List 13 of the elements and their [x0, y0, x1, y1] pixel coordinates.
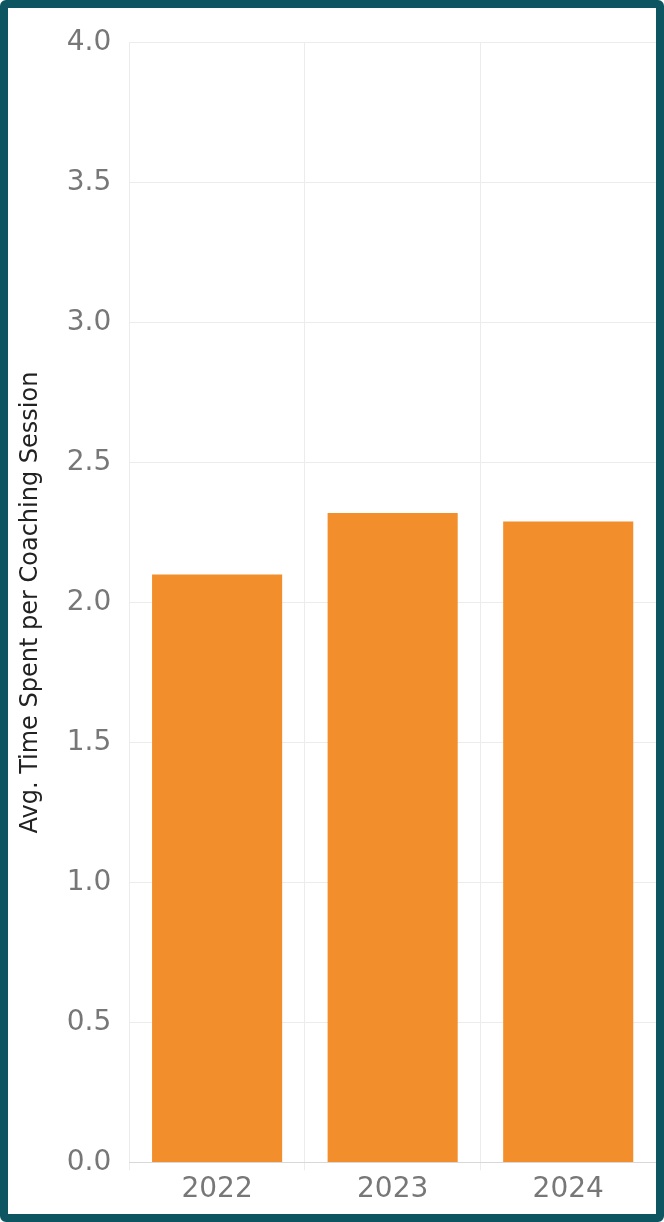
y-tick-label: 4.0 — [66, 24, 112, 58]
y-tick-label: 1.0 — [66, 863, 112, 897]
x-tick-label: 2024 — [532, 1171, 604, 1205]
y-tick-label: 3.5 — [66, 164, 112, 198]
y-tick-label: 1.5 — [66, 723, 112, 757]
x-tick-label: 2022 — [181, 1171, 253, 1205]
y-tick-label: 2.5 — [66, 443, 112, 477]
y-axis-title: Avg. Time Spent per Coaching Session — [14, 371, 43, 834]
y-tick-label: 3.0 — [66, 303, 112, 337]
y-tick-label: 0.0 — [66, 1143, 112, 1177]
x-tick-label: 2023 — [357, 1171, 429, 1205]
y-tick-label: 2.0 — [66, 583, 112, 617]
y-tick-label: 0.5 — [66, 1003, 112, 1037]
